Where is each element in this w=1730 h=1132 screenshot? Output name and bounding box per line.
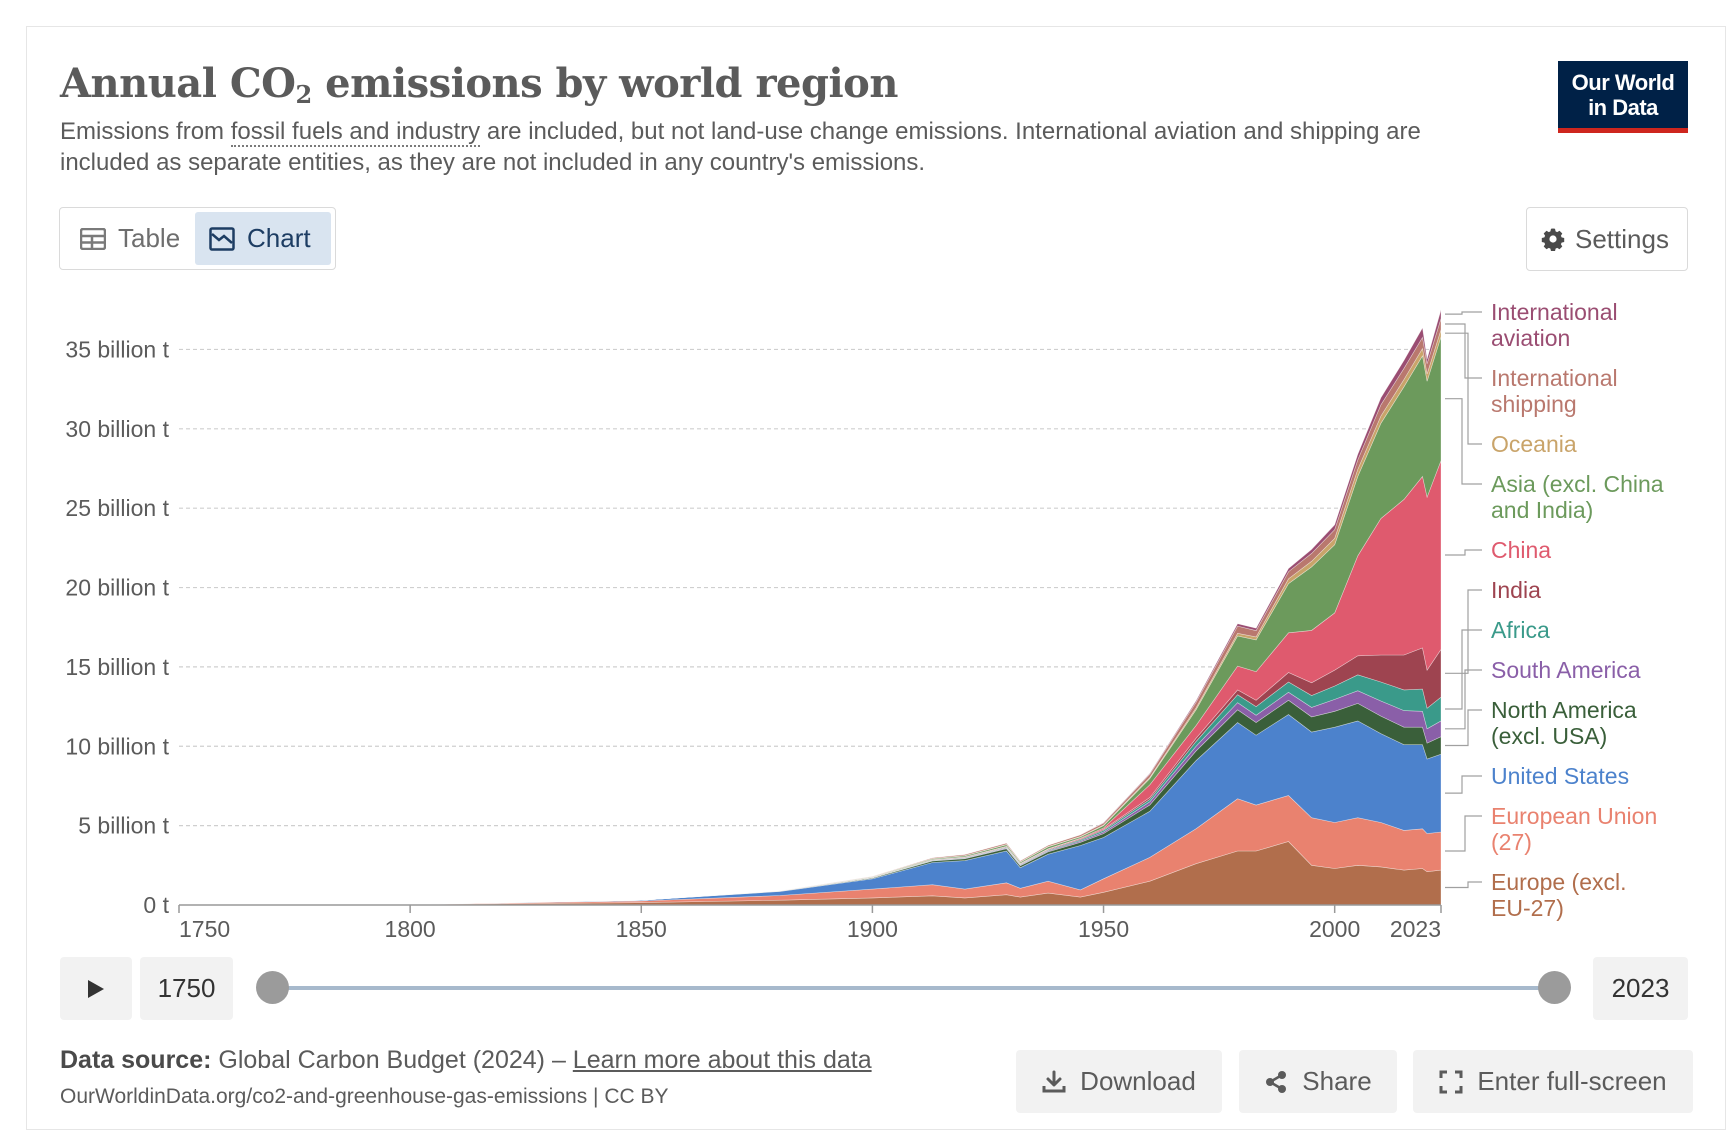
owid-logo[interactable]: Our World in Data	[1558, 61, 1688, 133]
legend-item-europe-excl-eu-27[interactable]: Europe (excl.EU-27)	[1445, 869, 1627, 921]
y-tick-label: 15 billion t	[65, 654, 169, 680]
y-tick-label: 5 billion t	[78, 813, 169, 839]
data-source: Data source: Global Carbon Budget (2024)…	[60, 1046, 872, 1074]
share-icon	[1266, 1070, 1287, 1093]
legend-label: International	[1491, 299, 1618, 325]
download-button[interactable]: Download	[1016, 1050, 1222, 1113]
legend-connector	[1445, 589, 1482, 674]
legend-item-india[interactable]: India	[1445, 577, 1541, 674]
timeline-end-handle[interactable]	[1538, 971, 1571, 1004]
legend-label: International	[1491, 365, 1618, 391]
legend: InternationalaviationInternationalshippi…	[1445, 299, 1664, 921]
play-icon	[88, 979, 104, 998]
x-axis: 1750 1800 1850 1900 1950 2000 2023	[178, 904, 1442, 942]
y-tick-label: 20 billion t	[65, 575, 169, 601]
legend-item-european-union-27[interactable]: European Union(27)	[1445, 803, 1657, 855]
legend-label: Europe (excl.	[1491, 869, 1627, 895]
legend-label: Asia (excl. China	[1491, 471, 1664, 497]
area-international-aviation[interactable]	[178, 309, 1442, 906]
legend-connector	[1445, 669, 1482, 730]
legend-connector	[1445, 881, 1482, 889]
legend-label: and India)	[1491, 497, 1593, 523]
legend-connector	[1445, 709, 1482, 747]
legend-label: (27)	[1491, 829, 1532, 855]
fullscreen-button[interactable]: Enter full-screen	[1413, 1050, 1693, 1113]
legend-item-china[interactable]: China	[1445, 537, 1551, 563]
legend-label: (excl. USA)	[1491, 723, 1607, 749]
y-tick-label: 0 t	[143, 892, 169, 918]
learn-more-link[interactable]: Learn more about this data	[572, 1046, 872, 1074]
download-label: Download	[1080, 1066, 1196, 1096]
x-tick-label: 1900	[847, 916, 898, 942]
tab-table[interactable]: Table	[66, 212, 194, 265]
legend-item-south-america[interactable]: South America	[1445, 657, 1641, 730]
fullscreen-label: Enter full-screen	[1477, 1066, 1667, 1096]
y-tick-label: 10 billion t	[65, 733, 169, 759]
timeline-start-year[interactable]: 1750	[140, 957, 233, 1020]
legend-connector	[1445, 323, 1482, 379]
source-url[interactable]: OurWorldinData.org/co2-and-greenhouse-ga…	[60, 1085, 669, 1108]
legend-connector	[1445, 775, 1482, 794]
legend-label: Africa	[1491, 617, 1550, 643]
legend-label: China	[1491, 537, 1551, 563]
y-axis: 0 t 5 billion t 10 billion t 15 billion t 20…	[65, 336, 169, 918]
legend-connector	[1445, 629, 1482, 710]
settings-button[interactable]: Settings	[1526, 207, 1688, 271]
legend-label: India	[1491, 577, 1541, 603]
legend-connector	[1445, 815, 1482, 852]
x-tick-label: 2000	[1309, 916, 1360, 942]
legend-connector	[1445, 549, 1482, 556]
x-tick-label: 2023	[1390, 916, 1441, 942]
legend-item-oceania[interactable]: Oceania	[1445, 332, 1577, 457]
legend-label: Oceania	[1491, 431, 1577, 457]
tab-table-label: Table	[118, 223, 181, 253]
chart-subtitle: Emissions from fossil fuels and industry…	[60, 118, 1421, 176]
legend-item-united-states[interactable]: United States	[1445, 763, 1629, 794]
fullscreen-icon	[1439, 1070, 1463, 1093]
area-series	[178, 309, 1442, 906]
legend-label: European Union	[1491, 803, 1657, 829]
legend-label: United States	[1491, 763, 1629, 789]
timeline-end-year[interactable]: 2023	[1593, 957, 1688, 1020]
legend-connector	[1445, 332, 1482, 445]
download-icon	[1042, 1070, 1066, 1092]
y-tick-label: 30 billion t	[65, 416, 169, 442]
legend-label: South America	[1491, 657, 1641, 683]
legend-connector	[1445, 311, 1482, 315]
y-tick-label: 35 billion t	[65, 336, 169, 362]
table-icon	[80, 227, 106, 250]
share-label: Share	[1302, 1066, 1372, 1096]
legend-label: shipping	[1491, 391, 1577, 417]
play-button[interactable]	[60, 957, 132, 1020]
legend-label: North America	[1491, 697, 1637, 723]
timeline-slider-track[interactable]	[270, 986, 1554, 990]
tab-chart-label: Chart	[247, 223, 311, 253]
settings-label: Settings	[1575, 223, 1669, 254]
legend-item-africa[interactable]: Africa	[1445, 617, 1550, 710]
legend-label: EU-27)	[1491, 895, 1564, 921]
chart-icon	[209, 226, 235, 251]
tab-chart[interactable]: Chart	[195, 212, 331, 265]
x-tick-label: 1950	[1078, 916, 1129, 942]
gear-icon	[1541, 228, 1565, 251]
legend-item-north-america-excl-usa[interactable]: North America(excl. USA)	[1445, 697, 1637, 749]
x-tick-label: 1750	[179, 916, 230, 942]
legend-label: aviation	[1491, 325, 1570, 351]
x-tick-label: 1850	[616, 916, 667, 942]
chart-title: Annual CO2 emissions by world region	[60, 60, 898, 109]
y-tick-label: 25 billion t	[65, 495, 169, 521]
x-tick-label: 1800	[385, 916, 436, 942]
timeline-start-handle[interactable]	[256, 971, 289, 1004]
fossil-fuels-link[interactable]: fossil fuels and industry	[230, 118, 481, 147]
share-button[interactable]: Share	[1239, 1050, 1397, 1113]
view-toggle: Table Chart	[59, 207, 336, 270]
legend-connector	[1445, 398, 1482, 485]
